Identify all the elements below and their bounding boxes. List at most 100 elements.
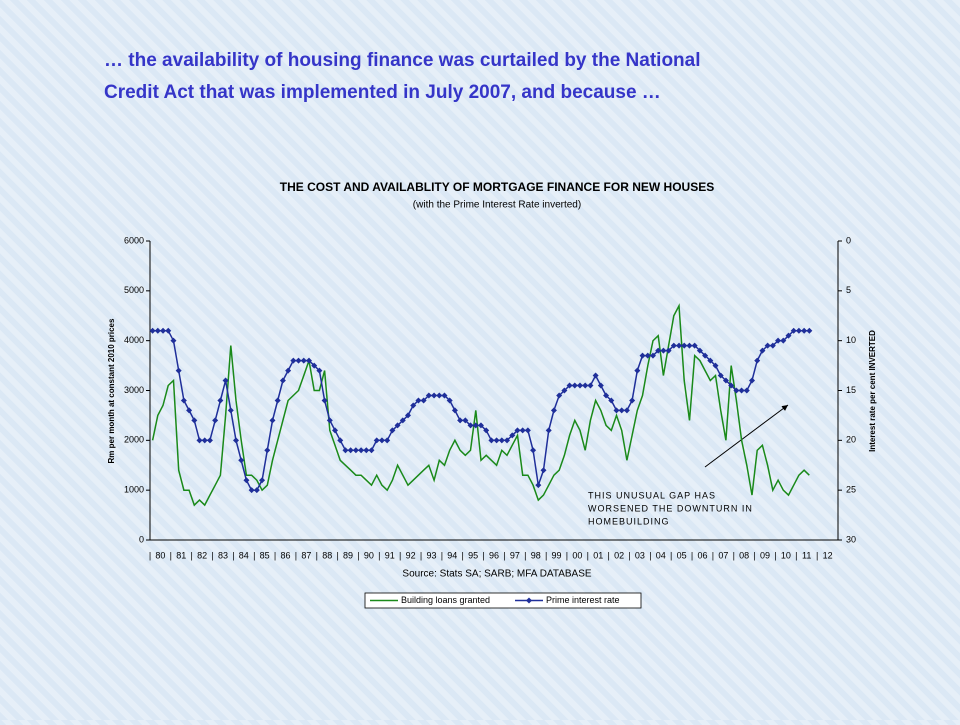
marker [217,397,224,404]
marker [775,337,782,344]
marker [759,347,766,354]
x-tick-label: 98 [531,550,541,560]
marker [670,342,677,349]
x-separator: | [482,550,484,560]
x-separator: | [441,550,443,560]
y-tick-label: 5000 [124,285,144,295]
marker [676,342,683,349]
y-axis-label: Rm per month at constant 2010 prices [107,318,116,463]
marker [634,367,641,374]
x-tick-label: 03 [635,550,645,560]
marker [582,382,589,389]
marker [686,342,693,349]
marker [269,417,276,424]
marker [290,357,297,364]
marker [540,467,547,474]
y-tick-label: 4000 [124,335,144,345]
marker [550,407,557,414]
marker [405,412,411,419]
x-tick-label: 92 [406,550,416,560]
marker [175,367,182,374]
marker [425,392,432,399]
x-separator: | [816,550,818,560]
marker [451,407,458,414]
marker [238,457,245,464]
marker [749,377,755,384]
x-separator: | [753,550,755,560]
x-separator: | [357,550,359,560]
marker [509,432,516,439]
y-tick-label: 0 [139,534,144,544]
marker [577,382,583,389]
marker [592,372,599,379]
annotation: WORSENED THE DOWNTURN IN [588,503,753,513]
x-separator: | [295,550,297,560]
x-separator: | [524,550,526,560]
marker [639,352,646,359]
marker [243,477,250,484]
marker [389,427,396,434]
marker [342,447,349,454]
marker [571,382,578,389]
marker [655,347,662,354]
marker [462,417,469,424]
x-tick-label: 90 [364,550,374,560]
marker [212,417,219,424]
x-tick-label: 91 [385,550,395,560]
marker [154,327,161,334]
x-tick-label: 09 [760,550,770,560]
x-tick-label: 10 [781,550,791,560]
marker [394,422,401,429]
marker [644,352,651,359]
x-tick-label: 94 [447,550,457,560]
marker [780,337,787,344]
x-tick-label: 05 [677,550,687,560]
x-separator: | [733,550,735,560]
x-separator: | [191,550,193,560]
marker [457,417,464,424]
marker [227,407,234,414]
marker [206,437,213,444]
x-separator: | [232,550,234,560]
x-separator: | [649,550,651,560]
marker [514,427,521,434]
x-tick-label: 02 [614,550,624,560]
series-line [151,303,810,507]
marker [248,487,255,494]
marker [754,357,761,364]
heading: … the availability of housing finance wa… [104,50,701,71]
marker [196,437,203,444]
y-tick-label: 3000 [124,385,144,395]
x-separator: | [545,550,547,560]
marker [477,422,484,429]
marker [368,447,375,454]
marker [259,477,266,484]
marker [149,327,156,334]
x-tick-label: 07 [718,550,728,560]
x-tick-label: 11 [802,550,811,560]
marker [535,482,542,489]
x-tick-label: 06 [697,550,707,560]
marker [493,437,500,444]
x-separator: | [691,550,693,560]
marker [337,437,344,444]
marker [707,357,714,364]
marker [597,382,604,389]
marker [399,417,406,424]
marker [717,372,724,379]
marker [305,357,312,364]
x-tick-label: 86 [281,550,291,560]
heading: Credit Act that was implemented in July … [104,82,661,103]
x-separator: | [253,550,255,560]
x-tick-label: 99 [552,550,562,560]
marker [410,402,417,409]
marker [618,407,625,414]
marker [378,437,385,444]
marker [201,437,208,444]
marker [279,377,286,384]
legend-label: Building loans granted [401,595,490,605]
marker [488,437,495,444]
x-separator: | [774,550,776,560]
